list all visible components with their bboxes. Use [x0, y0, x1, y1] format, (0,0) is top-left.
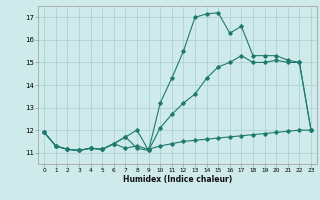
X-axis label: Humidex (Indice chaleur): Humidex (Indice chaleur)	[123, 175, 232, 184]
